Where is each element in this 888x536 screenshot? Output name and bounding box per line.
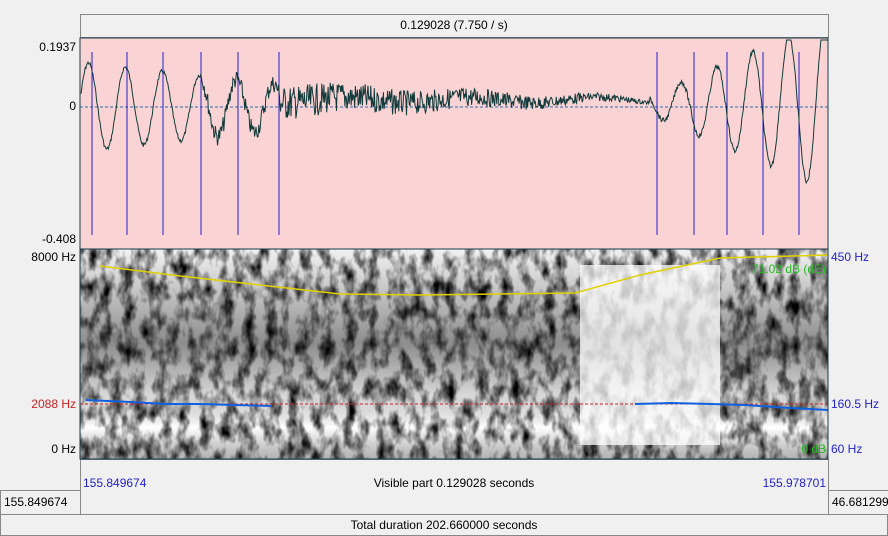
intensity-min: 0 dB xyxy=(801,442,826,456)
total-duration: Total duration 202.660000 seconds xyxy=(351,518,538,532)
spectrogram-border xyxy=(79,248,829,460)
visible-end: 155.978701 xyxy=(763,476,827,490)
y-zero: 0 xyxy=(69,99,76,113)
waveform xyxy=(80,39,828,185)
spectrogram-bright xyxy=(580,265,720,445)
pitch-curve xyxy=(85,399,273,407)
window-start: 155.849674 xyxy=(4,495,68,509)
waveform-panel xyxy=(79,37,829,250)
pitch-cursor: 160.5 Hz xyxy=(831,397,879,411)
freq-min: 0 Hz xyxy=(51,442,76,456)
window-end: 46.681299 xyxy=(832,495,888,509)
y-min: -0.408 xyxy=(42,232,76,246)
visible-part: Visible part 0.129028 seconds xyxy=(374,476,535,490)
y-max: 0.1937 xyxy=(39,40,76,54)
selection-duration: 0.129028 (7.750 / s) xyxy=(400,18,507,32)
intensity-max: 71.02 dB (dE) xyxy=(752,262,826,276)
intensity-curve xyxy=(99,254,829,296)
pitch-max: 450 Hz xyxy=(831,250,869,264)
pitch-min: 60 Hz xyxy=(831,442,862,456)
pitch-curve xyxy=(634,401,829,411)
freq-cursor: 2088 Hz xyxy=(31,397,76,411)
pulse-marks xyxy=(91,52,800,235)
visible-start: 155.849674 xyxy=(83,476,147,490)
visible-bar[interactable] xyxy=(80,459,829,515)
freq-max: 8000 Hz xyxy=(31,250,76,264)
